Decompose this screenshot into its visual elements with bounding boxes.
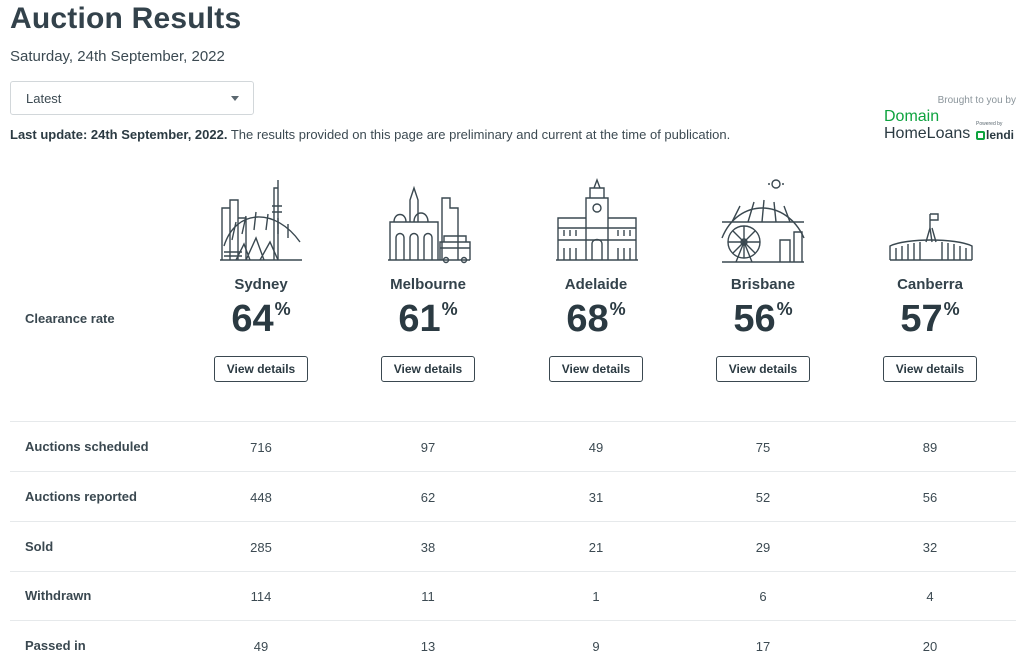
table-cell: 17 — [755, 639, 771, 654]
rate-value: 57 — [900, 298, 943, 340]
sydney-skyline-icon — [220, 180, 302, 261]
percent-sign: % — [274, 299, 291, 319]
sponsor-note: Brought to you by — [937, 95, 1016, 106]
table-cell: 1 — [592, 589, 600, 604]
rate-value: 61 — [398, 298, 441, 340]
canberra-parliament-icon — [889, 213, 973, 261]
table-cell: 52 — [755, 490, 771, 505]
table-cell: 9 — [592, 639, 600, 654]
row-label-passed-in: Passed in — [25, 638, 86, 653]
adelaide-town-hall-icon — [556, 178, 638, 261]
results-date: Saturday, 24th September, 2022 — [10, 48, 225, 65]
table-cell: 11 — [421, 589, 435, 604]
table-cell: 20 — [922, 639, 938, 654]
melbourne-skyline-icon — [388, 185, 471, 264]
table-cell: 89 — [922, 440, 938, 455]
view-details-button-canberra[interactable]: View details — [883, 356, 977, 382]
clearance-rate-label: Clearance rate — [25, 311, 115, 326]
row-divider — [10, 571, 1016, 572]
view-details-button-melbourne[interactable]: View details — [381, 356, 475, 382]
table-cell: 49 — [253, 639, 269, 654]
table-cell: 4 — [926, 589, 934, 604]
clearance-rate-canberra: 57% — [860, 298, 1000, 341]
rate-value: 68 — [566, 298, 609, 340]
clearance-rate-sydney: 64% — [191, 298, 331, 341]
city-name-brisbane: Brisbane — [730, 276, 796, 293]
percent-sign: % — [609, 299, 626, 319]
row-label-auctions-reported: Auctions reported — [25, 489, 137, 504]
last-update-text: Last update: 24th September, 2022. The r… — [10, 127, 730, 142]
lendi-house-icon — [976, 131, 985, 140]
results-period-value: Latest — [26, 91, 62, 106]
lendi-logo: lendi — [976, 128, 1014, 142]
row-divider — [10, 521, 1016, 522]
city-name-sydney: Sydney — [234, 276, 288, 293]
clearance-rate-adelaide: 68% — [526, 298, 666, 341]
caret-down-icon — [231, 96, 239, 101]
rate-value: 56 — [733, 298, 776, 340]
row-label-auctions-scheduled: Auctions scheduled — [25, 439, 149, 454]
row-divider — [10, 471, 1016, 472]
percent-sign: % — [776, 299, 793, 319]
table-cell: 21 — [588, 540, 604, 555]
view-details-button-adelaide[interactable]: View details — [549, 356, 643, 382]
results-period-select[interactable]: Latest — [10, 81, 254, 115]
percent-sign: % — [943, 299, 960, 319]
city-name-melbourne: Melbourne — [390, 276, 466, 293]
rate-value: 64 — [231, 298, 274, 340]
last-update-label: Last update: 24th September, 2022. — [10, 127, 228, 142]
page-title: Auction Results — [10, 2, 242, 35]
city-name-canberra: Canberra — [897, 276, 963, 293]
brisbane-bridge-icon — [721, 178, 805, 263]
table-cell: 75 — [755, 440, 771, 455]
table-cell: 13 — [420, 639, 436, 654]
row-label-sold: Sold — [25, 539, 54, 554]
city-name-adelaide: Adelaide — [564, 276, 628, 293]
clearance-rate-brisbane: 56% — [693, 298, 833, 341]
view-details-button-brisbane[interactable]: View details — [716, 356, 810, 382]
table-cell: 114 — [250, 589, 272, 604]
row-label-withdrawn: Withdrawn — [25, 588, 92, 603]
powered-by-text: Powered by — [976, 121, 1003, 127]
domain-logo-line2: HomeLoans — [884, 125, 971, 142]
table-cell: 31 — [588, 490, 604, 505]
table-cell: 56 — [922, 490, 938, 505]
table-cell: 6 — [759, 589, 767, 604]
table-cell: 716 — [250, 440, 272, 455]
view-details-button-sydney[interactable]: View details — [214, 356, 308, 382]
percent-sign: % — [441, 299, 458, 319]
table-cell: 97 — [420, 440, 436, 455]
row-divider — [10, 620, 1016, 621]
table-cell: 32 — [922, 540, 938, 555]
table-cell: 49 — [588, 440, 604, 455]
table-cell: 448 — [250, 490, 272, 505]
domain-logo-line1: Domain — [884, 108, 940, 125]
clearance-rate-melbourne: 61% — [358, 298, 498, 341]
row-divider — [10, 421, 1016, 422]
table-cell: 62 — [420, 490, 436, 505]
lendi-logo-text: lendi — [986, 128, 1015, 142]
last-update-note: The results provided on this page are pr… — [230, 127, 731, 142]
table-cell: 285 — [250, 540, 272, 555]
table-cell: 29 — [755, 540, 771, 555]
table-cell: 38 — [420, 540, 436, 555]
